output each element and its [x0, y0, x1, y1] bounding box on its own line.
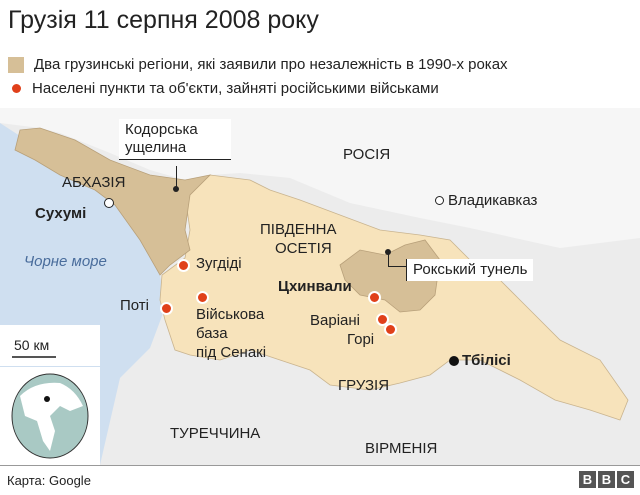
city-marker-tbilisi	[449, 356, 459, 366]
callout-kodori-leader	[176, 166, 177, 188]
city-marker-sukhumi	[104, 198, 114, 208]
label-variani: Варіані	[310, 312, 360, 329]
page-title: Грузія 11 серпня 2008 року	[8, 6, 319, 34]
label-senaki-2: база	[196, 325, 228, 342]
label-zugdidi: Зугдіді	[196, 255, 242, 272]
logo-letter: B	[579, 471, 596, 488]
label-turkey: ТУРЕЧЧИНА	[170, 425, 261, 442]
label-sukhumi: Сухумі	[35, 205, 87, 222]
legend-label: Населені пункти та об'єкти, зайняті росі…	[32, 80, 439, 97]
south-ossetia-area	[339, 239, 441, 313]
city-marker-vladikavkaz	[435, 196, 444, 205]
occupied-marker-poti	[160, 302, 173, 315]
scale-label: 50 км	[14, 337, 50, 353]
label-south-ossetia-1: ПІВДЕННА	[260, 221, 337, 238]
roki-marker	[385, 249, 391, 255]
label-black-sea: Чорне море	[24, 253, 107, 270]
inset-divider	[0, 366, 100, 367]
label-poti: Поті	[120, 297, 149, 314]
legend-dot	[12, 84, 21, 93]
legend-item-occupied: Населені пункти та об'єкти, зайняті росі…	[8, 80, 439, 97]
legend-label: Два грузинські регіони, які заявили про …	[34, 56, 508, 73]
label-south-ossetia-2: ОСЕТІЯ	[275, 240, 332, 257]
map-credit: Карта: Google	[7, 473, 91, 488]
label-abkhazia: АБХАЗІЯ	[62, 174, 126, 191]
callout-roki-leader-h	[388, 266, 406, 267]
label-tskhinvali: Цхинвали	[278, 278, 352, 295]
occupied-marker-gori	[384, 323, 397, 336]
label-senaki-1: Військова	[196, 306, 265, 323]
bbc-logo: B B C	[579, 471, 634, 488]
logo-letter: B	[598, 471, 615, 488]
label-gori: Горі	[347, 331, 375, 348]
legend-swatch	[8, 56, 24, 73]
kodori-marker	[173, 186, 179, 192]
logo-letter: C	[617, 471, 634, 488]
callout-roki: Рокський тунель	[406, 259, 534, 281]
callout-kodori-line1: Кодорська	[125, 121, 198, 138]
scale-bar	[12, 356, 56, 358]
occupied-marker-senaki	[196, 291, 209, 304]
inset-panel: 50 км	[0, 325, 100, 465]
footer-divider	[0, 465, 640, 466]
legend-item-disputed: Два грузинські регіони, які заявили про …	[8, 56, 508, 73]
label-senaki-3: під Сенакі	[196, 344, 267, 361]
label-armenia: ВІРМЕНІЯ	[365, 440, 438, 457]
label-russia: РОСІЯ	[343, 146, 391, 163]
globe-icon	[11, 373, 89, 459]
label-vladikavkaz: Владикавказ	[448, 192, 538, 209]
callout-kodori: Кодорська ущелина	[119, 119, 231, 160]
callout-kodori-line2: ущелина	[125, 139, 187, 156]
label-tbilisi: Тбілісі	[462, 352, 511, 369]
occupied-marker-tskhinvali	[368, 291, 381, 304]
callout-roki-leader	[388, 253, 389, 267]
occupied-marker-zugdidi	[177, 259, 190, 272]
label-georgia: ГРУЗІЯ	[338, 377, 390, 394]
occupied-marker-variani	[376, 313, 389, 326]
